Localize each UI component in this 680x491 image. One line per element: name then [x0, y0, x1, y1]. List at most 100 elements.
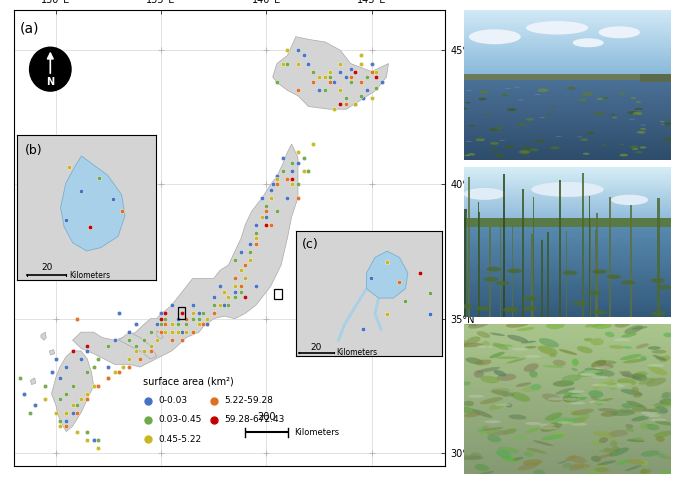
Ellipse shape: [592, 376, 609, 379]
Point: [261, 202, 272, 210]
Bar: [589, 196, 590, 317]
Point: [367, 59, 377, 67]
Point: [18, 390, 29, 398]
Bar: [464, 139, 671, 141]
Point: [257, 213, 268, 220]
Ellipse shape: [594, 453, 613, 460]
Ellipse shape: [495, 154, 505, 157]
Ellipse shape: [609, 382, 618, 390]
Ellipse shape: [562, 395, 579, 403]
Point: [350, 100, 360, 108]
Ellipse shape: [633, 393, 643, 398]
Ellipse shape: [595, 399, 604, 406]
Bar: [464, 392, 671, 395]
Ellipse shape: [479, 430, 500, 434]
Ellipse shape: [587, 471, 599, 476]
Bar: [464, 440, 671, 443]
Point: [131, 347, 141, 355]
Point: [356, 59, 367, 67]
Bar: [464, 423, 671, 426]
Point: [362, 73, 373, 81]
Bar: [464, 175, 671, 177]
Bar: [464, 116, 671, 117]
Bar: [464, 229, 671, 231]
Point: [29, 401, 40, 409]
Point: [187, 309, 198, 317]
Ellipse shape: [507, 358, 526, 363]
Ellipse shape: [553, 432, 568, 437]
Bar: [464, 245, 671, 246]
Ellipse shape: [663, 456, 677, 460]
Ellipse shape: [634, 108, 643, 110]
Point: [145, 328, 156, 336]
Bar: [464, 294, 671, 296]
Point: [88, 363, 99, 371]
Bar: [464, 471, 671, 474]
Point: [50, 409, 61, 417]
Ellipse shape: [477, 367, 500, 373]
Ellipse shape: [632, 405, 647, 412]
Bar: [464, 134, 671, 136]
Bar: [464, 24, 671, 26]
Ellipse shape: [566, 396, 575, 403]
Ellipse shape: [636, 110, 642, 111]
Point: [356, 92, 367, 100]
Ellipse shape: [639, 460, 648, 465]
Ellipse shape: [662, 392, 670, 399]
Point: [265, 221, 276, 229]
Bar: [464, 214, 671, 216]
Bar: [464, 308, 671, 310]
Ellipse shape: [521, 341, 537, 343]
Bar: [464, 74, 671, 80]
Bar: [464, 253, 671, 255]
Ellipse shape: [541, 427, 558, 430]
Ellipse shape: [524, 355, 541, 358]
Point: [54, 422, 65, 430]
Point: [61, 417, 71, 425]
Bar: [464, 63, 671, 65]
Bar: [464, 117, 671, 119]
Ellipse shape: [619, 371, 634, 377]
Point: [261, 221, 272, 229]
Ellipse shape: [659, 355, 670, 362]
Bar: [464, 273, 671, 275]
Ellipse shape: [571, 394, 587, 397]
Ellipse shape: [501, 391, 509, 397]
Bar: [464, 171, 671, 173]
Ellipse shape: [647, 364, 664, 367]
Ellipse shape: [648, 366, 668, 376]
Ellipse shape: [573, 38, 604, 47]
Point: [250, 234, 261, 242]
Bar: [469, 317, 470, 366]
Bar: [478, 212, 479, 317]
Point: [160, 315, 171, 323]
Bar: [464, 370, 671, 372]
Ellipse shape: [529, 148, 539, 151]
Ellipse shape: [482, 341, 490, 348]
Point: [61, 390, 71, 398]
Ellipse shape: [613, 338, 630, 341]
Ellipse shape: [590, 396, 599, 400]
Text: 0.03-0.45: 0.03-0.45: [158, 415, 202, 424]
Ellipse shape: [538, 346, 558, 355]
Point: [67, 347, 78, 355]
Ellipse shape: [490, 148, 498, 150]
Ellipse shape: [479, 427, 503, 431]
Ellipse shape: [566, 87, 576, 90]
Point: [335, 100, 345, 108]
Ellipse shape: [507, 269, 522, 273]
Ellipse shape: [653, 431, 673, 437]
Point: [92, 436, 103, 443]
Bar: [464, 313, 671, 315]
Bar: [464, 22, 671, 24]
Ellipse shape: [571, 368, 578, 371]
Text: 5.22-59.28: 5.22-59.28: [224, 396, 273, 405]
Point: [181, 328, 192, 336]
Bar: [464, 357, 671, 359]
Ellipse shape: [664, 333, 673, 337]
Polygon shape: [52, 351, 94, 432]
Bar: [464, 218, 671, 220]
Bar: [464, 151, 671, 153]
Polygon shape: [273, 37, 388, 109]
Point: [328, 105, 339, 113]
